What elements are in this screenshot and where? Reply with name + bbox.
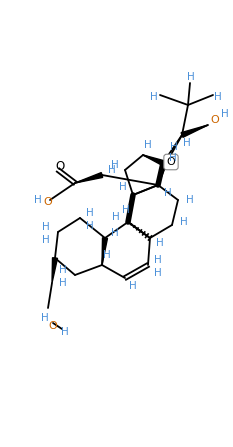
Text: H: H (108, 165, 116, 175)
Text: H: H (112, 212, 120, 222)
Text: H: H (169, 153, 177, 163)
Text: H: H (180, 217, 188, 227)
Text: H: H (42, 222, 50, 232)
Text: H: H (144, 140, 152, 150)
Text: H: H (111, 228, 119, 238)
Text: H: H (150, 92, 158, 102)
Polygon shape (75, 173, 103, 183)
Polygon shape (143, 155, 164, 165)
Text: H: H (221, 109, 229, 119)
Text: H: H (41, 313, 49, 323)
Text: H: H (34, 195, 42, 205)
Text: H: H (154, 268, 162, 278)
Text: O: O (55, 160, 65, 173)
Text: H: H (164, 188, 172, 198)
Text: O: O (167, 157, 175, 167)
Text: O: O (49, 321, 57, 331)
Text: H: H (154, 255, 162, 265)
Polygon shape (181, 125, 208, 137)
Text: H: H (42, 235, 50, 245)
Text: H: H (186, 195, 194, 205)
Text: H: H (129, 281, 137, 291)
Text: O: O (211, 115, 219, 125)
Text: H: H (156, 238, 164, 248)
Text: O: O (44, 197, 52, 207)
Text: H: H (187, 72, 195, 82)
Text: H: H (170, 142, 178, 152)
Text: H: H (122, 205, 130, 215)
Text: H: H (119, 182, 127, 192)
Polygon shape (52, 258, 58, 283)
Text: H: H (61, 327, 69, 337)
Text: H: H (86, 208, 94, 218)
Text: H: H (111, 160, 119, 170)
Text: H: H (183, 138, 191, 148)
Polygon shape (102, 238, 107, 265)
Text: H: H (59, 265, 67, 275)
Text: H: H (103, 250, 111, 260)
Text: H: H (59, 278, 67, 288)
Text: H: H (86, 221, 94, 231)
Text: H: H (214, 92, 222, 102)
